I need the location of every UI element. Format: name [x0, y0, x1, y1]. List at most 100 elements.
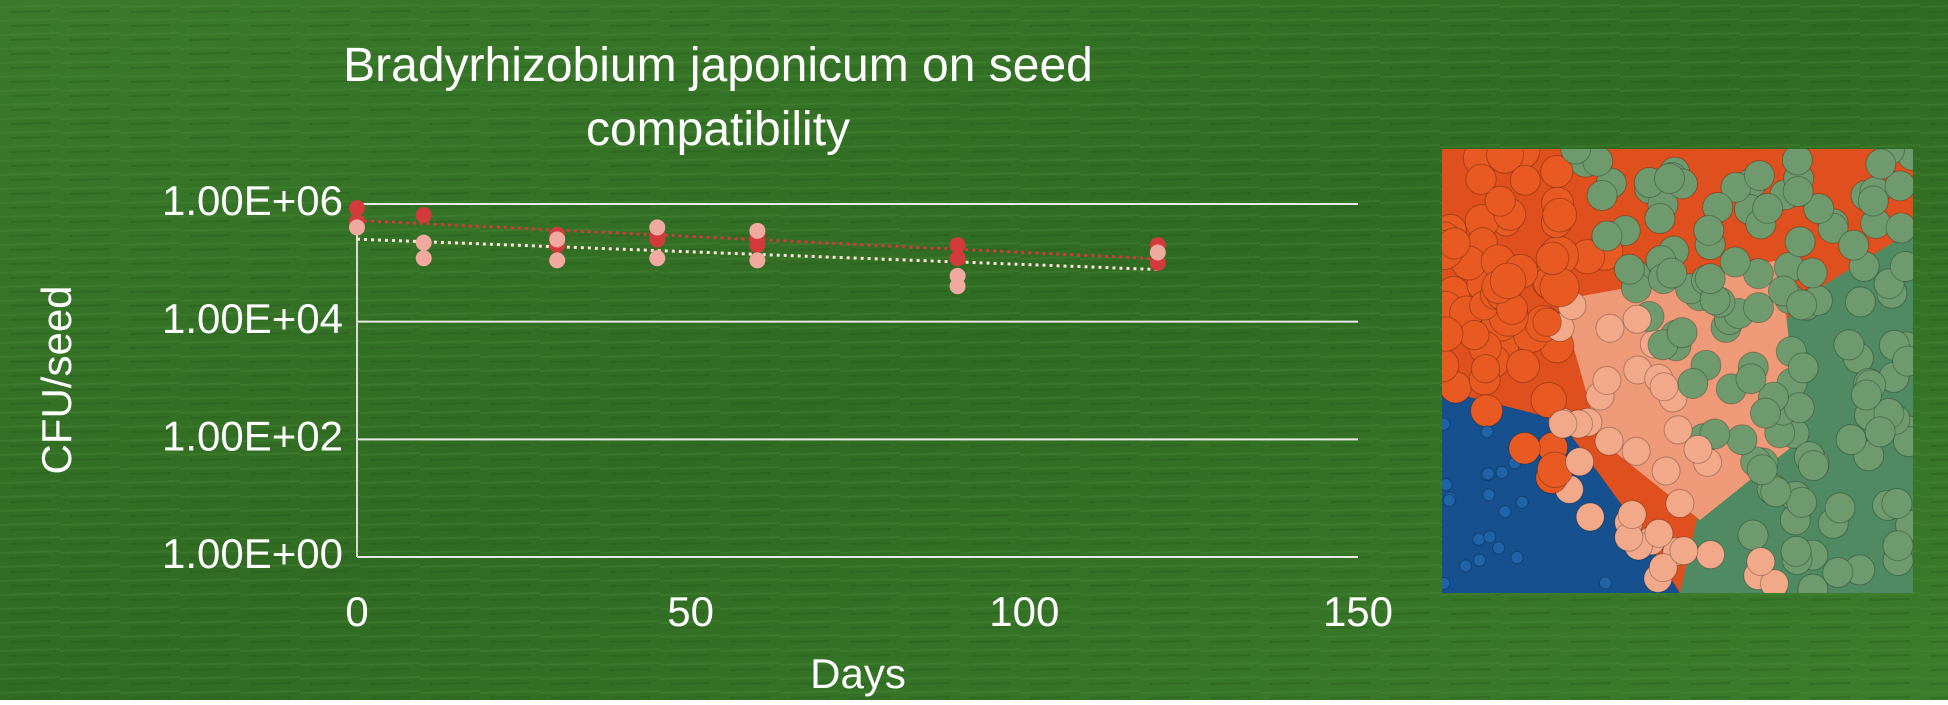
seed [1667, 318, 1697, 348]
seed [1727, 425, 1757, 455]
seed [1670, 537, 1698, 565]
seed [1549, 410, 1577, 438]
seed [1484, 531, 1496, 543]
seed [1650, 373, 1678, 401]
seed [1592, 221, 1622, 251]
seed [1839, 230, 1869, 260]
seed [1595, 427, 1623, 455]
seed [1747, 455, 1777, 485]
seed [1720, 247, 1750, 277]
data-point [349, 219, 365, 235]
seed [1510, 165, 1540, 195]
data-point [649, 250, 665, 266]
seed [1614, 254, 1644, 284]
x-tick-label: 150 [1323, 588, 1393, 635]
seed [1834, 330, 1864, 360]
seed [1473, 533, 1485, 545]
seed [1654, 163, 1684, 193]
seed [1797, 258, 1827, 288]
data-point [649, 219, 665, 235]
seed [1490, 263, 1526, 299]
seed [1883, 531, 1913, 561]
seed [1439, 228, 1470, 259]
seed [1882, 489, 1912, 519]
seed [1645, 519, 1673, 547]
seed [1785, 227, 1815, 257]
seed [1823, 558, 1853, 588]
seed [1666, 490, 1694, 518]
seed [1536, 242, 1568, 274]
seed [1543, 198, 1577, 232]
seed [1788, 353, 1818, 383]
seed [1858, 186, 1888, 216]
y-tick-label: 1.00E+00 [162, 530, 343, 577]
seed [1533, 308, 1561, 336]
seed [1485, 186, 1515, 216]
y-tick-label: 1.00E+02 [162, 412, 343, 459]
seed [1499, 506, 1511, 518]
seed [1744, 293, 1774, 323]
data-point [416, 235, 432, 251]
seed [1471, 354, 1499, 382]
seed [1747, 548, 1775, 576]
seed [1886, 213, 1916, 243]
data-point [549, 231, 565, 247]
seed [1694, 215, 1724, 245]
y-tick-label: 1.00E+04 [162, 295, 343, 342]
seed [1798, 451, 1828, 481]
y-tick-label: 1.00E+06 [162, 177, 343, 224]
seed [1496, 466, 1508, 478]
seed [1460, 560, 1472, 572]
seed [1652, 457, 1680, 485]
seed [1738, 520, 1768, 550]
seed [1593, 367, 1621, 395]
seed [1750, 398, 1780, 428]
seed [1482, 468, 1494, 480]
seed [1622, 437, 1650, 465]
seed [1836, 425, 1866, 455]
data-point [549, 252, 565, 268]
seed [1460, 320, 1489, 349]
seed [1618, 501, 1646, 529]
seed [1474, 554, 1486, 566]
seed [1825, 493, 1855, 523]
seed [1695, 264, 1725, 294]
seed [1657, 258, 1687, 288]
seed [1576, 503, 1604, 531]
seed [1851, 380, 1881, 410]
seed [1736, 364, 1766, 394]
seed [1483, 489, 1495, 501]
seed [1587, 181, 1617, 211]
seed [1493, 542, 1505, 554]
data-point [1150, 244, 1166, 260]
data-point [416, 250, 432, 266]
seed [1744, 161, 1774, 191]
data-point [749, 237, 765, 253]
seed [1516, 496, 1528, 508]
seed [1866, 149, 1896, 179]
data-point [416, 207, 432, 223]
data-point [950, 250, 966, 266]
seed [1865, 417, 1895, 447]
seed [1645, 204, 1675, 234]
seed-photo [1424, 131, 1927, 604]
seed [1443, 494, 1455, 506]
seed [1481, 426, 1493, 438]
seed [1787, 290, 1817, 320]
seed [1684, 435, 1712, 463]
seed [1511, 552, 1523, 564]
seed [1471, 395, 1503, 427]
seed [1783, 177, 1813, 207]
data-point [749, 252, 765, 268]
seed [1845, 287, 1875, 317]
seed [1596, 314, 1624, 342]
seed [1781, 536, 1811, 566]
data-point [749, 223, 765, 239]
y-axis-title: CFU/seed [33, 285, 80, 474]
slide: Bradyrhizobium japonicum on seedcompatib… [0, 0, 1948, 700]
x-axis-title: Days [810, 650, 906, 697]
seed [1507, 350, 1540, 383]
x-tick-label: 100 [989, 588, 1059, 635]
seed [1782, 145, 1812, 175]
seed [1623, 305, 1651, 333]
